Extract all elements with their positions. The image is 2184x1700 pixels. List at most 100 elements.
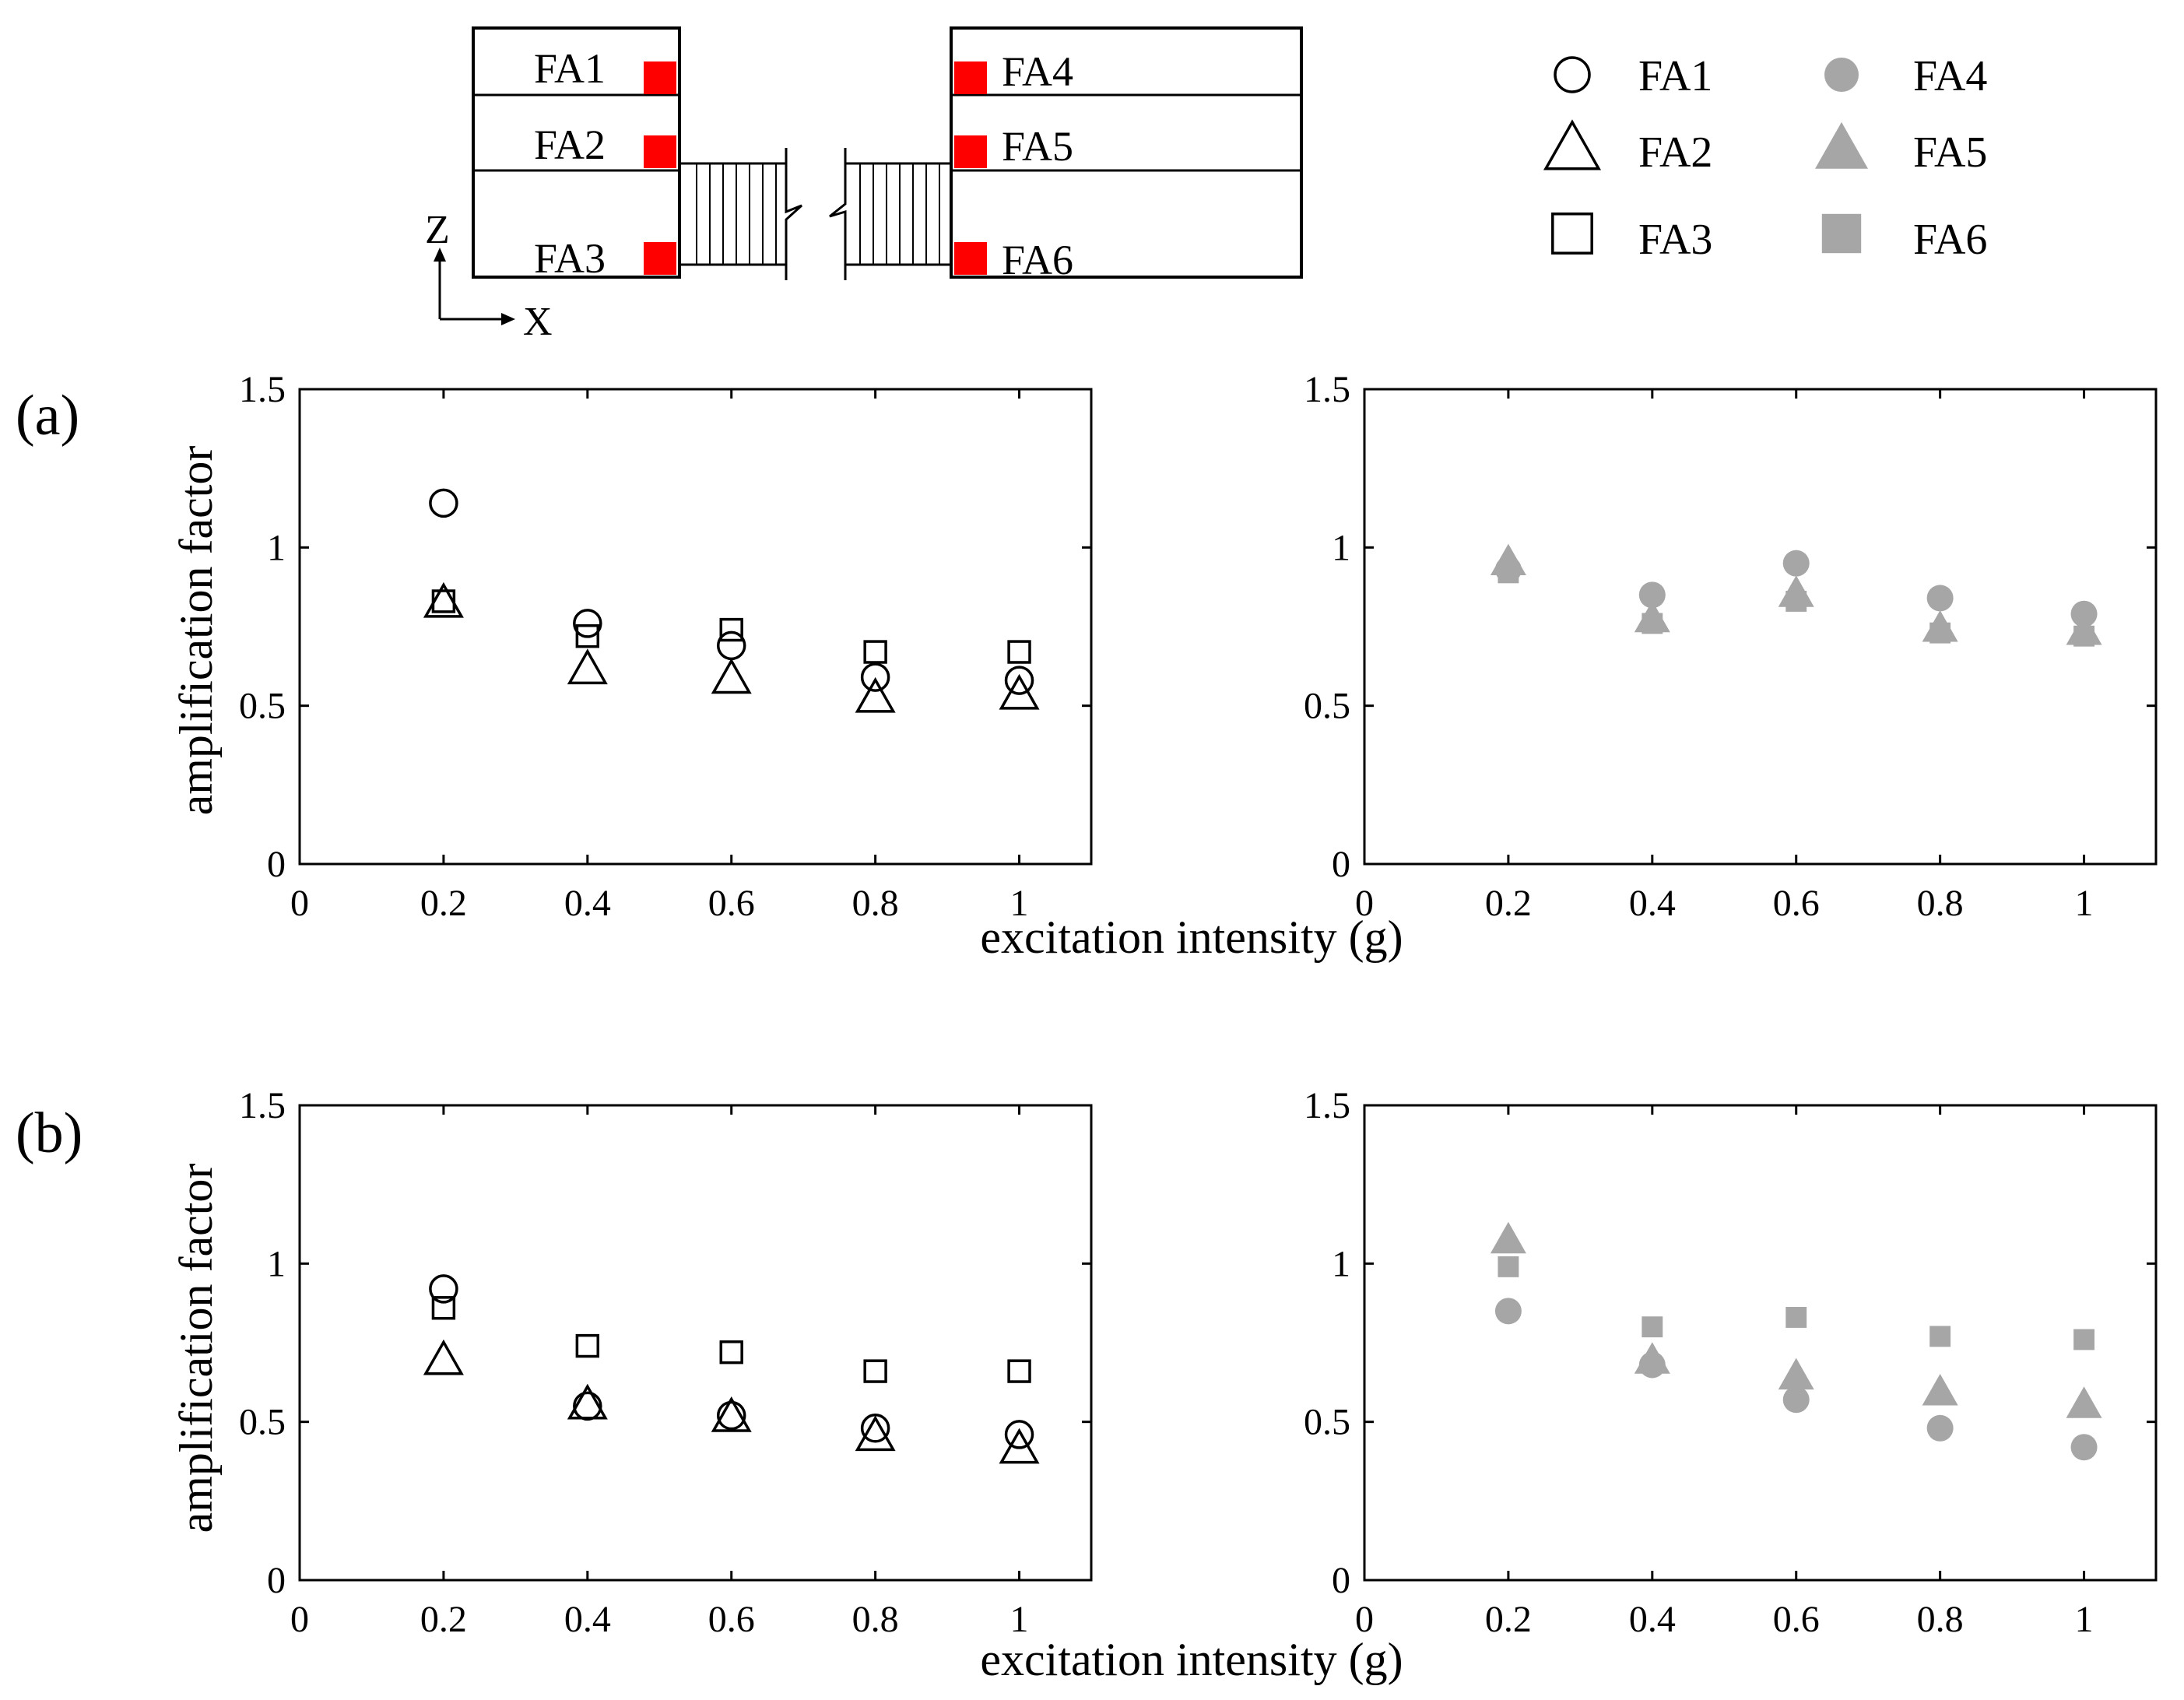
x-tick-label: 0.2	[420, 883, 467, 924]
data-point-fa4	[1926, 1414, 1954, 1442]
data-point-fa2	[567, 1383, 608, 1420]
plot-panel-a-left: 0 0.2 0.4 0.6 0.8 1 0 0.5 1 1.5	[239, 369, 1093, 924]
data-point-fa2	[855, 1415, 896, 1452]
legend-fa5-marker	[1815, 121, 1868, 169]
building-schematic: FA1 FA2 FA3 FA4 FA5 FA6 Z X	[425, 26, 1303, 344]
schematic-label-fa2: FA2	[534, 121, 606, 168]
legend-fa2-marker	[1543, 119, 1602, 170]
data-point-fa1	[1004, 1420, 1034, 1449]
data-point-fa5	[1922, 1373, 1958, 1406]
data-point-fa6	[1929, 1326, 1951, 1347]
data-point-fa2	[567, 648, 608, 685]
data-point-fa3	[575, 1333, 600, 1358]
data-point-fa4	[1782, 1386, 1810, 1414]
data-point-fa6	[1498, 1256, 1519, 1277]
y-tick-label: 0	[267, 844, 286, 885]
data-point-fa4	[1926, 585, 1954, 612]
axis-label-z: Z	[425, 208, 450, 252]
x-axis-title-a: excitation intensity (g)	[980, 911, 1403, 963]
schematic-label-fa3: FA3	[534, 235, 606, 282]
data-point-fa2	[855, 676, 896, 713]
sensor-fa6	[954, 242, 987, 275]
data-point-fa2	[999, 1428, 1040, 1464]
x-tick-label: 0.4	[564, 883, 611, 924]
data-point-fa4	[2070, 1434, 2098, 1461]
legend-marker-fa2	[1543, 119, 1602, 170]
x-tick-label: 0	[290, 883, 309, 924]
sensor-fa2	[644, 135, 676, 168]
x-tick-label: 0.2	[1485, 883, 1532, 924]
y-tick-label: 0	[1332, 844, 1350, 885]
data-point-fa6	[1785, 591, 1807, 612]
y-tick-label: 1.5	[1304, 1085, 1350, 1126]
legend-label-fa3: FA3	[1638, 216, 1712, 264]
data-point-fa6	[1642, 613, 1663, 634]
data-point-fa1	[716, 1400, 746, 1431]
data-point-fa3	[1007, 1359, 1031, 1383]
data-point-fa1	[1004, 666, 1034, 695]
plot-panel-a-right: 0 0.2 0.4 0.6 0.8 1 0 0.5 1 1.5	[1304, 369, 2158, 924]
data-point-fa6	[1929, 622, 1951, 644]
data-point-fa5	[1778, 1358, 1814, 1390]
data-point-fa6	[1642, 1316, 1663, 1338]
panel-label-a: (a)	[16, 384, 79, 448]
y-tick-label: 0.5	[239, 1402, 286, 1443]
legend-label-fa5: FA5	[1913, 128, 1987, 177]
y-tick-label: 1.5	[239, 369, 286, 410]
schematic-label-fa6: FA6	[1002, 237, 1073, 283]
data-point-fa6	[2073, 1329, 2094, 1351]
data-point-fa3	[575, 624, 600, 648]
x-tick-label: 1	[2075, 1599, 2094, 1640]
y-tick-label: 1.5	[239, 1085, 286, 1126]
data-point-fa4	[1494, 1298, 1522, 1325]
data-point-fa2	[423, 1339, 464, 1375]
plot-frame	[298, 1104, 1093, 1582]
x-tick-label: 1	[2075, 883, 2094, 924]
legend-label-fa4: FA4	[1913, 52, 1987, 100]
legend-label-fa2: FA2	[1638, 128, 1712, 177]
x-tick-label: 0	[1355, 1599, 1374, 1640]
x-axis-title-b: excitation intensity (g)	[980, 1634, 1403, 1685]
legend-fa3-marker	[1551, 212, 1593, 255]
y-tick-label: 1	[267, 1243, 286, 1284]
legend-label-fa1: FA1	[1638, 52, 1712, 100]
y-tick-label: 0	[267, 1560, 286, 1601]
data-point-fa2	[711, 658, 752, 694]
legend-marker-fa5	[1815, 121, 1868, 169]
data-point-fa3	[719, 617, 743, 642]
plot-panel-b-left: 0 0.2 0.4 0.6 0.8 1 0 0.5 1 1.5	[239, 1085, 1093, 1640]
legend-fa1-marker	[1554, 56, 1591, 93]
x-tick-label: 0.8	[852, 883, 899, 924]
sensor-fa4	[954, 61, 987, 94]
y-tick-label: 0.5	[1304, 686, 1350, 727]
x-tick-label: 0.6	[708, 883, 755, 924]
x-tick-label: 1	[1010, 883, 1029, 924]
data-point-fa5	[1490, 1221, 1526, 1254]
data-point-fa2	[423, 581, 464, 618]
x-tick-label: 0.8	[1917, 1599, 1964, 1640]
x-tick-label: 0.8	[852, 1599, 899, 1640]
legend-fa6-marker	[1821, 213, 1862, 254]
data-point-fa1	[860, 662, 890, 692]
sensor-fa3	[644, 242, 676, 275]
axis-label-x: X	[523, 300, 553, 344]
data-point-fa4	[1782, 550, 1810, 577]
data-point-fa1	[429, 1274, 458, 1304]
legend: FA1 FA2 FA3 FA4 FA5 FA6	[1543, 52, 1987, 264]
data-point-fa1	[429, 488, 458, 518]
x-tick-label: 0	[1355, 883, 1374, 924]
schematic-label-fa5: FA5	[1002, 123, 1073, 170]
y-tick-label: 1	[1332, 1243, 1350, 1284]
x-tick-label: 0.4	[1629, 883, 1676, 924]
schematic-label-fa1: FA1	[534, 45, 606, 92]
y-tick-label: 1	[1332, 527, 1350, 568]
y-tick-label: 0.5	[239, 686, 286, 727]
right-building-outline	[950, 26, 1303, 279]
x-tick-label: 0.6	[1773, 1599, 1820, 1640]
x-tick-label: 0.8	[1917, 883, 1964, 924]
plot-frame	[1363, 388, 2158, 866]
data-point-fa3	[863, 1359, 887, 1383]
y-tick-label: 0	[1332, 1560, 1350, 1601]
schematic-label-fa4: FA4	[1002, 48, 1073, 95]
